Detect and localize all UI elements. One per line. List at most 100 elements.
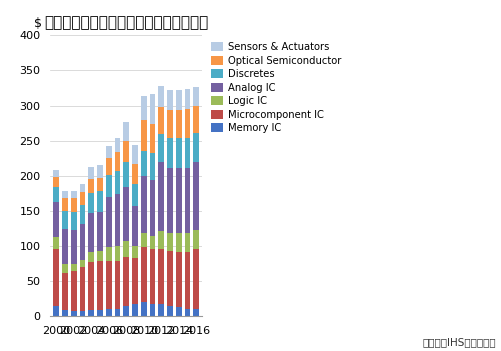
Bar xyxy=(158,163,164,231)
Bar xyxy=(167,90,173,110)
Bar xyxy=(176,233,182,252)
Bar xyxy=(123,187,129,241)
Bar xyxy=(185,309,190,316)
Bar xyxy=(176,138,182,168)
Bar xyxy=(80,260,85,267)
Bar xyxy=(88,252,94,262)
Bar xyxy=(158,249,164,304)
Bar xyxy=(123,241,129,257)
Bar xyxy=(132,145,138,164)
Bar xyxy=(167,306,173,316)
Bar xyxy=(141,176,147,233)
Bar xyxy=(185,252,190,309)
Bar xyxy=(106,197,112,247)
Bar xyxy=(141,97,147,120)
Bar xyxy=(141,233,147,247)
Bar xyxy=(88,262,94,310)
Bar xyxy=(115,261,120,309)
Bar xyxy=(80,224,85,260)
Bar xyxy=(158,107,164,134)
Bar xyxy=(71,311,77,316)
Bar xyxy=(97,178,103,191)
Bar xyxy=(62,310,68,316)
Bar xyxy=(193,133,199,162)
Bar xyxy=(62,211,68,229)
Bar xyxy=(150,180,155,236)
Bar xyxy=(62,273,68,310)
Bar xyxy=(71,191,77,198)
Bar xyxy=(71,198,77,212)
Bar xyxy=(53,177,59,187)
Bar xyxy=(97,310,103,316)
Bar xyxy=(185,168,190,233)
Bar xyxy=(88,310,94,316)
Bar xyxy=(80,205,85,224)
Bar xyxy=(132,184,138,206)
Bar xyxy=(88,167,94,179)
Bar xyxy=(193,230,199,249)
Bar xyxy=(115,138,120,152)
Bar xyxy=(106,261,112,309)
Bar xyxy=(158,86,164,107)
Bar xyxy=(150,153,155,180)
Bar xyxy=(71,230,77,264)
Bar xyxy=(115,246,120,261)
Bar xyxy=(62,198,68,211)
Bar xyxy=(62,191,68,198)
Bar xyxy=(106,309,112,316)
Bar xyxy=(71,271,77,311)
Bar xyxy=(167,233,173,251)
Bar xyxy=(97,212,103,251)
Bar xyxy=(132,258,138,304)
Bar xyxy=(115,152,120,171)
Title: 自動車向けの半導体搭載は急増している: 自動車向けの半導体搭載は急増している xyxy=(44,15,208,30)
Bar xyxy=(88,193,94,213)
Bar xyxy=(53,202,59,237)
Bar xyxy=(158,231,164,249)
Bar xyxy=(141,302,147,316)
Bar xyxy=(141,151,147,176)
Bar xyxy=(53,187,59,202)
Bar xyxy=(150,124,155,153)
Bar xyxy=(150,249,155,304)
Bar xyxy=(97,165,103,178)
Bar xyxy=(80,267,85,311)
Bar xyxy=(106,247,112,261)
Bar xyxy=(132,246,138,258)
Y-axis label: $: $ xyxy=(34,17,42,30)
Bar xyxy=(132,206,138,246)
Bar xyxy=(193,87,199,106)
Bar xyxy=(185,90,190,109)
Bar xyxy=(80,311,85,316)
Bar xyxy=(176,252,182,307)
Bar xyxy=(167,110,173,138)
Bar xyxy=(80,184,85,192)
Bar xyxy=(167,251,173,306)
Bar xyxy=(185,138,190,168)
Bar xyxy=(71,264,77,271)
Bar xyxy=(106,158,112,175)
Bar xyxy=(185,109,190,138)
Bar xyxy=(53,306,59,316)
Bar xyxy=(97,191,103,212)
Bar xyxy=(97,261,103,310)
Bar xyxy=(53,237,59,249)
Bar xyxy=(106,175,112,197)
Bar xyxy=(115,171,120,194)
Bar xyxy=(53,249,59,306)
Bar xyxy=(185,233,190,252)
Bar xyxy=(53,170,59,177)
Bar xyxy=(193,162,199,230)
Bar xyxy=(71,212,77,230)
Bar xyxy=(62,229,68,264)
Bar xyxy=(167,138,173,168)
Bar xyxy=(141,120,147,151)
Bar xyxy=(88,213,94,252)
Bar xyxy=(150,236,155,249)
Bar xyxy=(106,146,112,158)
Bar xyxy=(123,122,129,141)
Bar xyxy=(176,90,182,110)
Bar xyxy=(193,249,199,309)
Bar xyxy=(123,257,129,306)
Bar xyxy=(176,307,182,316)
